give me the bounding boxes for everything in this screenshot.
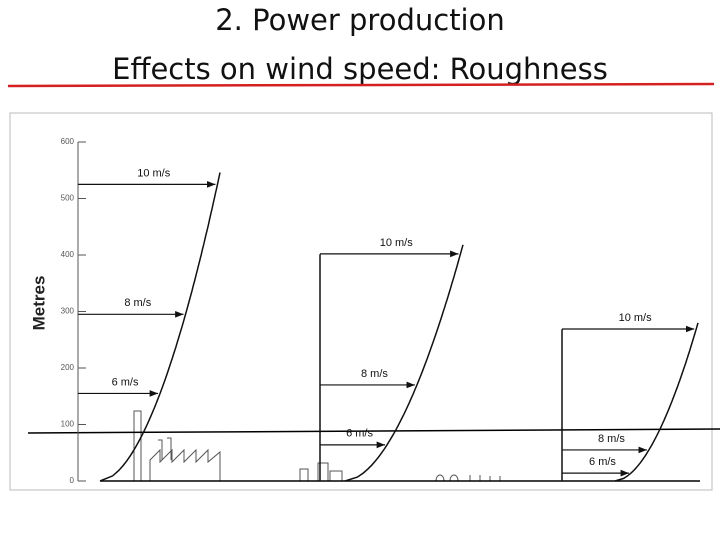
y-axis-label: Metres bbox=[29, 276, 48, 331]
wind-speed-label: 8 m/s bbox=[124, 297, 151, 309]
y-tick-label: 300 bbox=[61, 307, 75, 316]
wind-speed-label: 10 m/s bbox=[137, 167, 171, 179]
wind-speed-label: 10 m/s bbox=[380, 237, 414, 249]
y-tick-label: 600 bbox=[61, 137, 75, 146]
y-tick-label: 200 bbox=[61, 363, 75, 372]
y-tick-label: 0 bbox=[70, 476, 75, 485]
wind-speed-label: 6 m/s bbox=[346, 428, 373, 440]
title-underline bbox=[7, 82, 715, 88]
wind-speed-label: 8 m/s bbox=[598, 433, 625, 445]
y-tick-label: 100 bbox=[61, 420, 75, 429]
slide-title: 2. Power production bbox=[215, 3, 505, 37]
y-tick-label: 400 bbox=[61, 250, 75, 259]
wind-speed-label: 6 m/s bbox=[589, 456, 616, 468]
wind-profile-curve bbox=[99, 172, 221, 482]
scenery bbox=[133, 410, 501, 482]
y-tick-label: 500 bbox=[61, 194, 75, 203]
figure-frame bbox=[9, 112, 713, 491]
wind-speed-label: 6 m/s bbox=[112, 376, 139, 388]
wind-profile-curve bbox=[614, 322, 699, 482]
wind-profile-curve bbox=[344, 244, 464, 482]
wind-speed-label: 10 m/s bbox=[619, 312, 653, 324]
wind-speed-label: 8 m/s bbox=[361, 368, 388, 380]
slide-subtitle: Effects on wind speed: Roughness bbox=[112, 52, 608, 86]
